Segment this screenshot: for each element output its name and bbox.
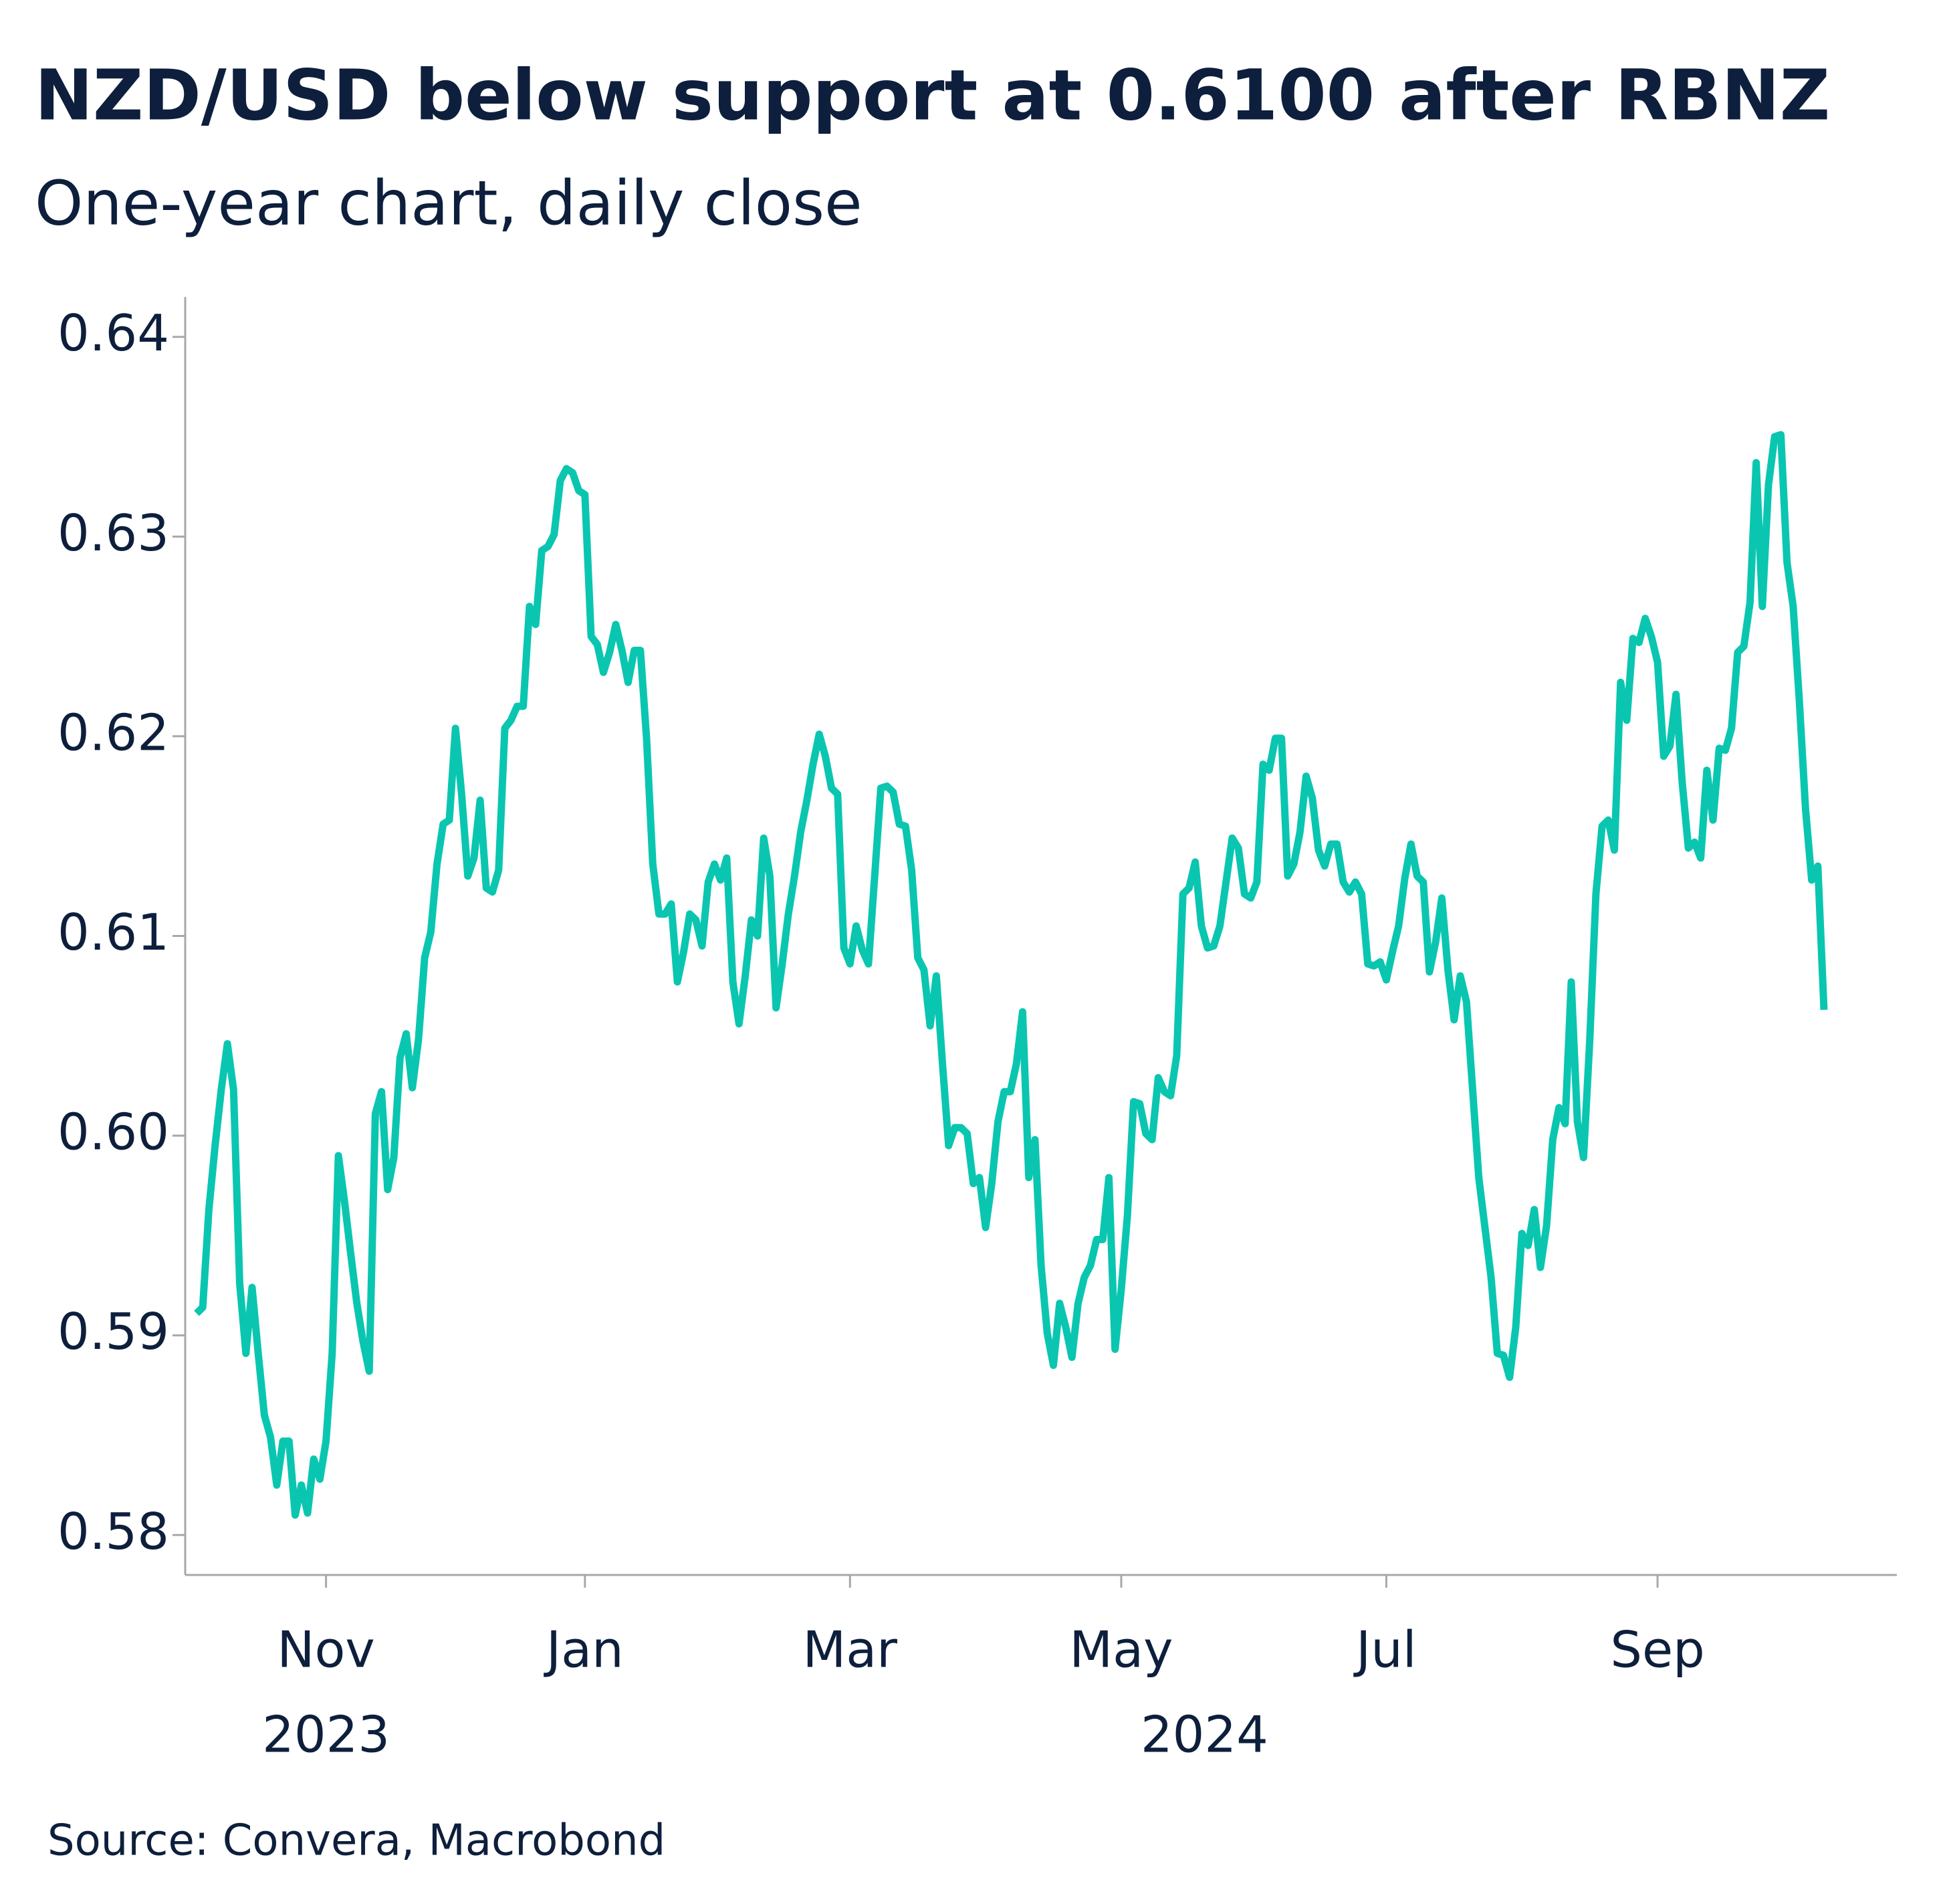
source-note: Source: Convera, Macrobond: [47, 1816, 665, 1866]
y-tick-label: 0.63: [58, 504, 169, 562]
x-tick-label: Jan: [544, 1620, 624, 1679]
y-tick-label: 0.62: [58, 703, 169, 762]
y-tick-label: 0.58: [58, 1502, 169, 1561]
y-tick-label: 0.61: [58, 903, 169, 962]
x-tick-label: May: [1069, 1620, 1173, 1679]
y-tick-label: 0.64: [58, 304, 169, 362]
y-tick-label: 0.60: [58, 1103, 169, 1162]
x-tick-label: Jul: [1353, 1620, 1417, 1679]
x-group-label: 2023: [262, 1705, 390, 1764]
x-tick-label: Mar: [803, 1620, 898, 1679]
chart-subtitle: One-year chart, daily close: [35, 167, 863, 239]
x-tick-label: Sep: [1610, 1620, 1704, 1679]
data-line: [194, 431, 1828, 1519]
y-tick-label: 0.59: [58, 1302, 169, 1361]
x-group-label: 2024: [1141, 1705, 1268, 1764]
chart-title: NZD/USD below support at 0.6100 after RB…: [35, 54, 1830, 136]
x-tick-label: Nov: [277, 1620, 374, 1679]
